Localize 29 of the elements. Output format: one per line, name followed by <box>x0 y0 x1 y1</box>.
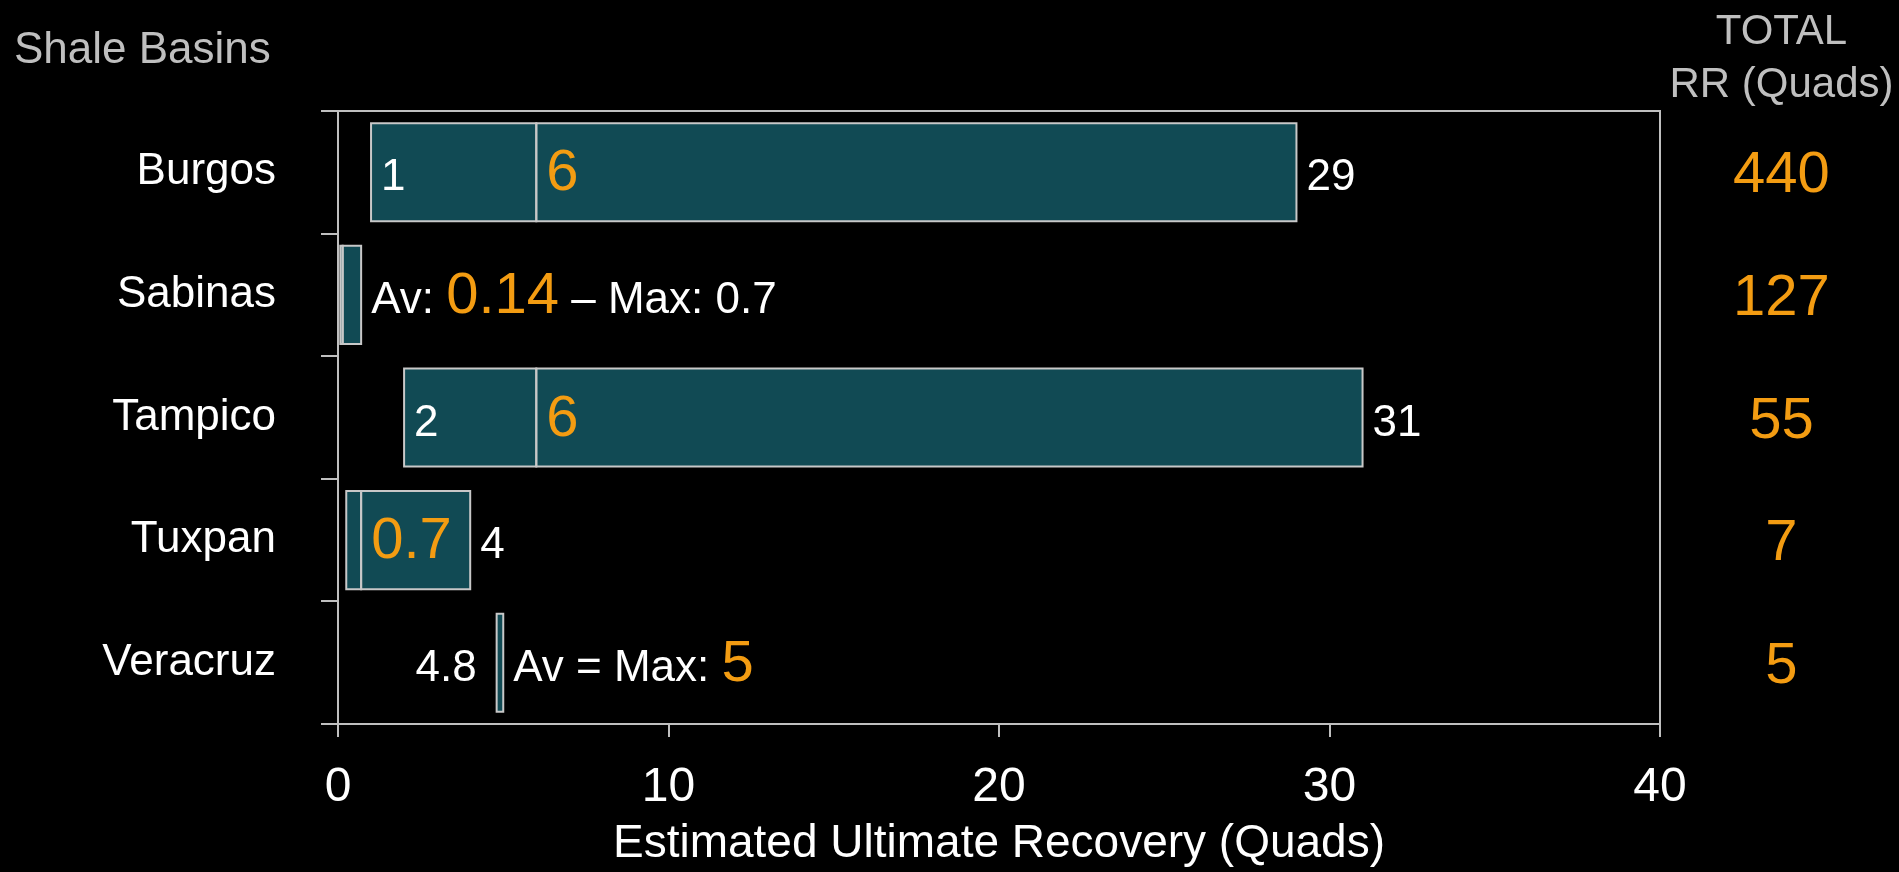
annotation: 0.7 <box>371 505 452 571</box>
x-tick-label: 30 <box>1302 758 1357 812</box>
annotation: 2 <box>414 395 439 445</box>
data-label: 5 <box>1765 629 1798 695</box>
annotation: Av: 0.14 – Max: 0.7 <box>371 259 777 325</box>
annotation: 31 <box>1372 395 1422 445</box>
data-label: 55 <box>1749 384 1814 450</box>
y-axis-title: Shale Basins <box>14 22 271 74</box>
y-tick-label: Veracruz <box>102 634 276 684</box>
data-label: 7 <box>1765 507 1798 573</box>
x-axis-title: Estimated Ultimate Recovery (Quads) <box>612 815 1386 868</box>
text: TOTAL RR (Quads) <box>1669 5 1894 108</box>
y-tick-label: Burgos <box>136 144 276 194</box>
annotation: 1 <box>381 150 406 200</box>
annotation: 6 <box>546 382 579 448</box>
y-tick-label: Tampico <box>112 389 276 439</box>
y-tick-label: Tuxpan <box>130 512 276 562</box>
x-tick-label: 40 <box>1633 758 1687 812</box>
data-label: 440 <box>1733 139 1830 205</box>
annotation: 6 <box>546 137 579 203</box>
x-tick-label: 20 <box>972 758 1026 812</box>
x-tick-label: 10 <box>641 758 696 812</box>
annotation: 4 <box>480 518 505 568</box>
x-tick-label: 0 <box>324 758 352 812</box>
annotation: 29 <box>1306 150 1356 200</box>
data-label: 127 <box>1733 261 1830 327</box>
y-tick-label: Sabinas <box>116 267 276 317</box>
annotation: Av = Max: 5 <box>513 627 754 693</box>
annotation: 4.8 <box>415 640 477 690</box>
